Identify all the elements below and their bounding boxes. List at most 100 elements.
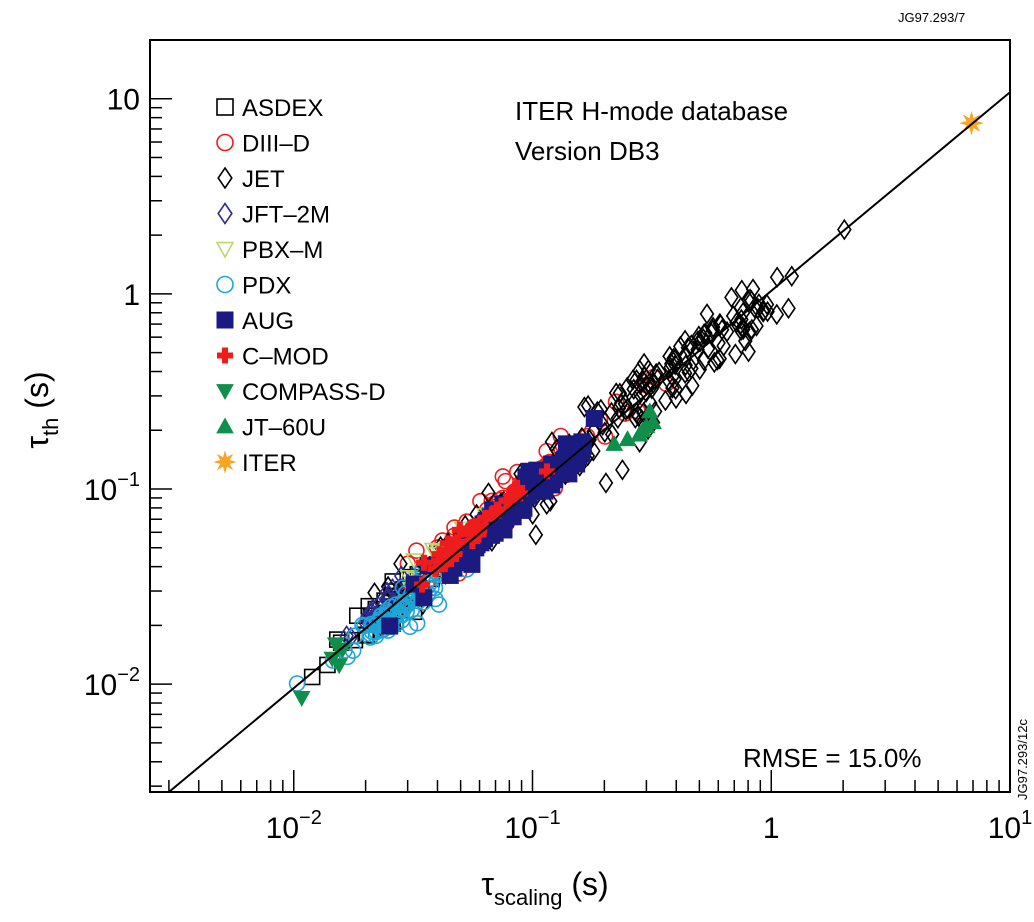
y-tick-exponent: −2 xyxy=(117,664,140,686)
legend-marker xyxy=(216,133,234,152)
y-axis-symbol: τ xyxy=(19,436,55,449)
data-point xyxy=(625,369,641,391)
x-tick-exponent: −1 xyxy=(538,807,561,829)
data-point xyxy=(724,286,739,309)
data-point xyxy=(451,521,468,538)
legend-item-pdx: PDX xyxy=(216,273,291,300)
data-point xyxy=(494,521,512,539)
legend-item-iter: ITER xyxy=(213,450,297,477)
legend: ASDEX DIII–D JET JFT–2M PBX–M PDX AUG C–MOD COMP… xyxy=(213,95,386,477)
series-jt-60u xyxy=(605,402,662,451)
x-axis-symbol: τ xyxy=(481,866,494,902)
data-point xyxy=(648,362,664,385)
legend-item-asdex: ASDEX xyxy=(216,95,323,122)
data-point xyxy=(462,526,479,543)
data-point xyxy=(585,410,603,428)
data-point xyxy=(707,351,722,374)
data-point xyxy=(683,334,699,356)
data-point xyxy=(381,617,399,635)
x-tick-base: 10 xyxy=(266,812,299,845)
data-point xyxy=(423,542,442,559)
legend-marker xyxy=(217,202,233,225)
data-point xyxy=(488,501,505,518)
data-point xyxy=(414,576,431,593)
data-point xyxy=(408,542,425,559)
data-point xyxy=(393,565,409,587)
data-point xyxy=(443,545,460,562)
y-tick-label: 10−1 xyxy=(84,469,140,507)
data-point xyxy=(618,430,637,447)
series-compass-d xyxy=(292,637,352,707)
annotation-rmse: RMSE = 15.0% xyxy=(743,743,921,773)
side-id-label: JG97.293/12c xyxy=(1015,719,1030,800)
legend-label: DIII–D xyxy=(242,131,310,158)
legend-marker xyxy=(215,241,235,259)
data-point xyxy=(644,413,662,430)
y-axis-subscript: th xyxy=(38,418,63,436)
data-point xyxy=(363,615,380,633)
data-point xyxy=(497,472,514,490)
data-point xyxy=(710,349,725,371)
data-point xyxy=(538,463,555,480)
legend-item-diii-d: DIII–D xyxy=(216,131,310,158)
x-tick-base: 10 xyxy=(988,812,1021,845)
data-point xyxy=(498,492,515,509)
legend-item-pbx-m: PBX–M xyxy=(215,237,323,264)
data-point xyxy=(716,335,731,357)
data-point xyxy=(677,345,692,367)
data-point xyxy=(749,315,764,337)
y-tick-label: 10 xyxy=(107,84,140,117)
annotation-version: Version DB3 xyxy=(515,136,660,166)
data-point xyxy=(367,627,385,645)
fit-line xyxy=(168,91,1010,792)
y-tick-base: 10 xyxy=(84,669,117,702)
data-point xyxy=(699,303,715,325)
data-point xyxy=(512,485,529,502)
data-point xyxy=(477,509,494,526)
legend-label: ASDEX xyxy=(242,95,323,122)
data-point xyxy=(608,382,624,404)
data-point xyxy=(735,318,751,341)
data-point xyxy=(737,330,753,352)
data-point xyxy=(598,472,614,494)
data-point xyxy=(661,369,676,391)
data-point xyxy=(734,308,749,331)
data-point xyxy=(637,365,652,388)
data-point xyxy=(713,314,728,336)
data-point xyxy=(745,278,761,300)
data-point xyxy=(781,297,796,320)
y-tick-base: 1 xyxy=(123,279,140,312)
data-point xyxy=(439,535,456,552)
data-point xyxy=(728,343,743,365)
data-point xyxy=(697,322,713,344)
data-point xyxy=(430,596,448,613)
data-point xyxy=(692,358,708,381)
legend-marker xyxy=(216,275,234,294)
x-axis-unit: (s) xyxy=(562,866,608,902)
data-point xyxy=(744,289,759,312)
figure-id-label: JG97.293/7 xyxy=(898,10,965,25)
legend-item-jt-60u: JT–60U xyxy=(216,415,326,442)
y-tick-label: 10−2 xyxy=(84,664,140,702)
data-point xyxy=(769,303,785,326)
data-point xyxy=(741,340,756,363)
legend-marker xyxy=(216,417,234,434)
legend-marker xyxy=(217,166,233,190)
data-point xyxy=(627,389,643,412)
y-tick-base: 10 xyxy=(107,84,140,117)
y-tick-exponent: −1 xyxy=(117,469,140,491)
data-point xyxy=(760,300,775,323)
data-point xyxy=(663,356,678,379)
legend-item-compass-d: COMPASS-D xyxy=(216,379,386,406)
x-tick-label: 10−2 xyxy=(266,807,322,845)
x-axis-title: τscaling (s) xyxy=(481,866,608,910)
legend-item-jft-2m: JFT–2M xyxy=(217,202,330,229)
legend-label: PDX xyxy=(242,273,291,300)
x-tick-label: 10−1 xyxy=(504,807,560,845)
legend-label: C–MOD xyxy=(242,344,329,371)
data-point xyxy=(680,337,696,359)
y-tick-base: 10 xyxy=(84,474,117,507)
data-point xyxy=(755,301,771,323)
legend-marker xyxy=(217,347,234,364)
